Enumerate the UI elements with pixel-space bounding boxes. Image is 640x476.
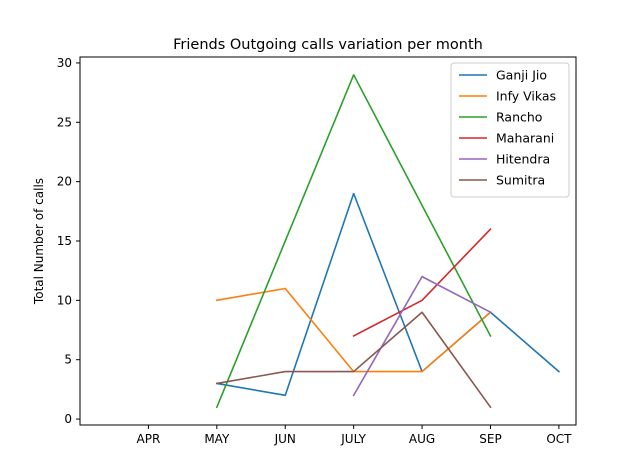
legend-label-maharani: Maharani [496, 131, 554, 146]
x-tick-label: SEP [479, 432, 501, 446]
y-tick-label: 0 [64, 412, 72, 426]
series-line-rancho [215, 74, 492, 409]
x-tick-label: JULY [340, 432, 366, 446]
y-tick-label: 25 [57, 115, 72, 129]
x-tick-label: MAY [204, 432, 230, 446]
x-tick-label: AUG [409, 432, 435, 446]
x-tick-label: OCT [546, 432, 572, 446]
x-axis: APR MAY JUN JULY AUG SEP OCT [137, 425, 572, 446]
legend-label-rancho: Rancho [496, 110, 542, 125]
series-line-hitendra [352, 275, 492, 397]
legend: Ganji Jio Infy Vikas Rancho Maharani Hitendr… [450, 62, 570, 198]
y-tick-label: 15 [57, 234, 72, 248]
series-line-maharani [352, 227, 492, 338]
y-tick-label: 20 [57, 175, 72, 189]
x-tick-label: JUN [274, 432, 296, 446]
y-tick-label: 30 [57, 56, 72, 70]
y-tick-label: 10 [57, 293, 72, 307]
legend-label-infy-vikas: Infy Vikas [496, 89, 556, 104]
series-line-sumitra [215, 311, 492, 409]
legend-label-ganji-jio: Ganji Jio [496, 68, 547, 83]
legend-label-sumitra: Sumitra [496, 173, 545, 188]
series-line-infy-vikas [215, 287, 492, 373]
y-tick-label: 5 [64, 353, 72, 367]
x-tick-label: APR [137, 432, 161, 446]
legend-label-hitendra: Hitendra [496, 152, 550, 167]
y-axis: 0 5 10 15 20 25 30 [57, 56, 80, 426]
chart-title: Friends Outgoing calls variation per mon… [173, 37, 483, 53]
y-axis-title: Total Number of calls [32, 178, 46, 305]
series-line-ganji-jio [215, 192, 561, 397]
